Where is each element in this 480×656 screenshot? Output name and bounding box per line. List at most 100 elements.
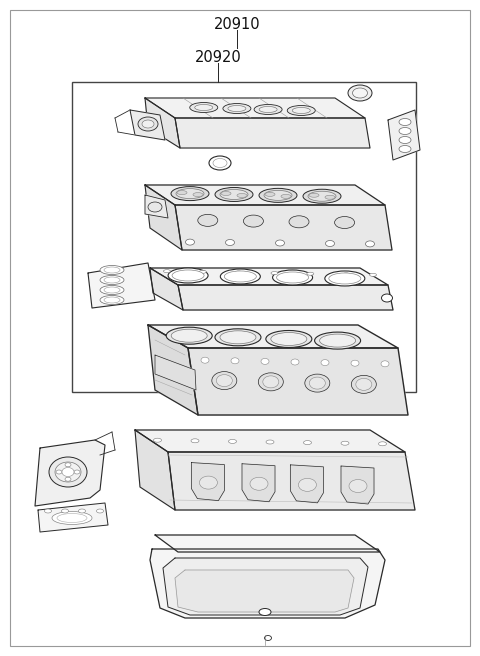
Ellipse shape xyxy=(349,480,367,493)
Ellipse shape xyxy=(65,462,71,467)
Ellipse shape xyxy=(223,104,251,113)
Ellipse shape xyxy=(100,285,124,295)
Ellipse shape xyxy=(365,241,374,247)
Polygon shape xyxy=(145,98,180,148)
Ellipse shape xyxy=(148,202,162,212)
Ellipse shape xyxy=(271,272,278,275)
Ellipse shape xyxy=(216,375,232,386)
Ellipse shape xyxy=(215,329,261,346)
Ellipse shape xyxy=(381,361,389,367)
Polygon shape xyxy=(178,285,393,310)
Polygon shape xyxy=(88,263,155,308)
Polygon shape xyxy=(150,549,385,618)
Ellipse shape xyxy=(259,106,277,112)
Polygon shape xyxy=(175,205,392,250)
Polygon shape xyxy=(135,430,175,510)
Ellipse shape xyxy=(209,156,231,170)
Ellipse shape xyxy=(171,329,207,342)
Ellipse shape xyxy=(299,478,316,491)
Polygon shape xyxy=(290,465,324,503)
Ellipse shape xyxy=(226,239,235,245)
Ellipse shape xyxy=(168,268,208,283)
Ellipse shape xyxy=(231,358,239,364)
Ellipse shape xyxy=(172,270,204,281)
Ellipse shape xyxy=(224,271,256,282)
Ellipse shape xyxy=(100,295,124,304)
Polygon shape xyxy=(175,570,354,612)
Ellipse shape xyxy=(177,191,187,195)
Ellipse shape xyxy=(335,216,355,228)
Ellipse shape xyxy=(308,192,336,201)
Ellipse shape xyxy=(228,106,246,112)
Ellipse shape xyxy=(321,359,329,365)
Polygon shape xyxy=(192,462,225,501)
Ellipse shape xyxy=(199,476,217,489)
Ellipse shape xyxy=(212,371,237,390)
Ellipse shape xyxy=(176,189,204,199)
Ellipse shape xyxy=(215,188,253,201)
Ellipse shape xyxy=(52,512,92,525)
Ellipse shape xyxy=(199,270,206,274)
Ellipse shape xyxy=(382,294,393,302)
Ellipse shape xyxy=(62,468,74,476)
Ellipse shape xyxy=(237,194,247,197)
Ellipse shape xyxy=(273,270,312,285)
Ellipse shape xyxy=(171,186,209,201)
Ellipse shape xyxy=(154,438,161,442)
Ellipse shape xyxy=(185,239,194,245)
Ellipse shape xyxy=(289,216,309,228)
Ellipse shape xyxy=(352,88,368,98)
Ellipse shape xyxy=(314,332,360,349)
Ellipse shape xyxy=(195,104,213,110)
Ellipse shape xyxy=(259,609,271,615)
Ellipse shape xyxy=(379,441,386,446)
Ellipse shape xyxy=(399,136,411,144)
Ellipse shape xyxy=(281,194,291,198)
Polygon shape xyxy=(163,558,368,615)
Ellipse shape xyxy=(198,215,218,226)
Ellipse shape xyxy=(220,331,256,344)
Ellipse shape xyxy=(325,195,335,199)
Ellipse shape xyxy=(61,509,69,513)
Polygon shape xyxy=(38,503,108,532)
Ellipse shape xyxy=(265,192,275,196)
Polygon shape xyxy=(388,110,420,160)
Ellipse shape xyxy=(213,159,227,167)
Ellipse shape xyxy=(191,439,199,443)
Ellipse shape xyxy=(74,470,80,474)
Polygon shape xyxy=(145,195,168,218)
Ellipse shape xyxy=(399,119,411,125)
Ellipse shape xyxy=(305,374,330,392)
Text: 20920: 20920 xyxy=(194,50,241,65)
Ellipse shape xyxy=(104,277,120,283)
Polygon shape xyxy=(145,185,385,205)
Polygon shape xyxy=(242,464,275,502)
Polygon shape xyxy=(150,268,388,285)
Ellipse shape xyxy=(45,509,51,513)
Polygon shape xyxy=(130,110,165,140)
Ellipse shape xyxy=(309,377,325,389)
Ellipse shape xyxy=(65,477,71,482)
Ellipse shape xyxy=(221,192,231,195)
Ellipse shape xyxy=(356,379,372,390)
Ellipse shape xyxy=(104,287,120,293)
Polygon shape xyxy=(145,185,182,250)
Ellipse shape xyxy=(325,271,365,286)
Polygon shape xyxy=(155,535,380,552)
Ellipse shape xyxy=(79,509,85,513)
Ellipse shape xyxy=(292,108,310,113)
Polygon shape xyxy=(341,466,374,504)
Polygon shape xyxy=(148,325,398,348)
Ellipse shape xyxy=(370,274,376,276)
Polygon shape xyxy=(168,452,415,510)
Ellipse shape xyxy=(259,188,297,202)
Ellipse shape xyxy=(266,331,312,348)
Ellipse shape xyxy=(258,373,283,391)
Ellipse shape xyxy=(271,333,307,346)
Ellipse shape xyxy=(57,514,87,522)
Ellipse shape xyxy=(235,271,242,274)
Polygon shape xyxy=(175,118,370,148)
Ellipse shape xyxy=(164,270,170,273)
Bar xyxy=(72,82,416,392)
Ellipse shape xyxy=(250,478,268,490)
